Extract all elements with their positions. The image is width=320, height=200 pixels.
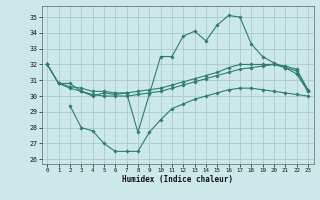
X-axis label: Humidex (Indice chaleur): Humidex (Indice chaleur) (122, 175, 233, 184)
